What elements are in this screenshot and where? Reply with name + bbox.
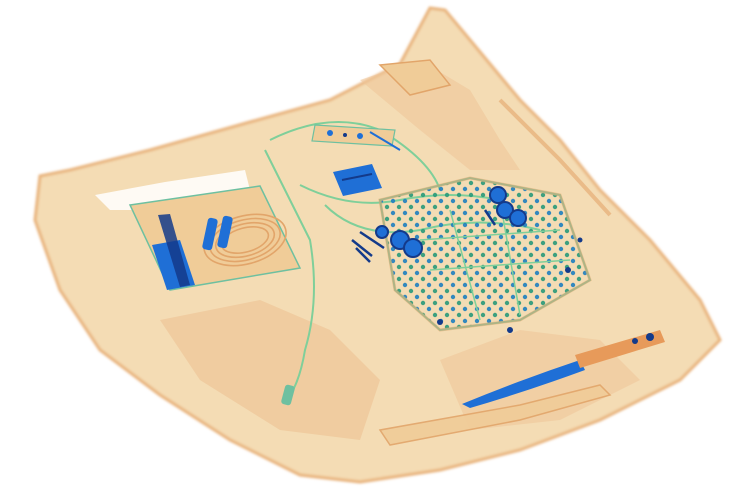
coiled-cable [203, 213, 287, 267]
blade [462, 330, 665, 408]
cable-plug [281, 384, 295, 406]
metal-clips [351, 209, 497, 263]
mesh-organizer [378, 176, 592, 332]
blue-pouch [152, 214, 195, 290]
left-tray [128, 185, 302, 291]
blue-device [333, 164, 382, 196]
batteries [202, 215, 233, 251]
rivets [437, 237, 583, 333]
bottom-strap [378, 384, 612, 446]
handle [378, 59, 612, 217]
circuit-board [311, 124, 401, 151]
wheels [375, 186, 527, 258]
